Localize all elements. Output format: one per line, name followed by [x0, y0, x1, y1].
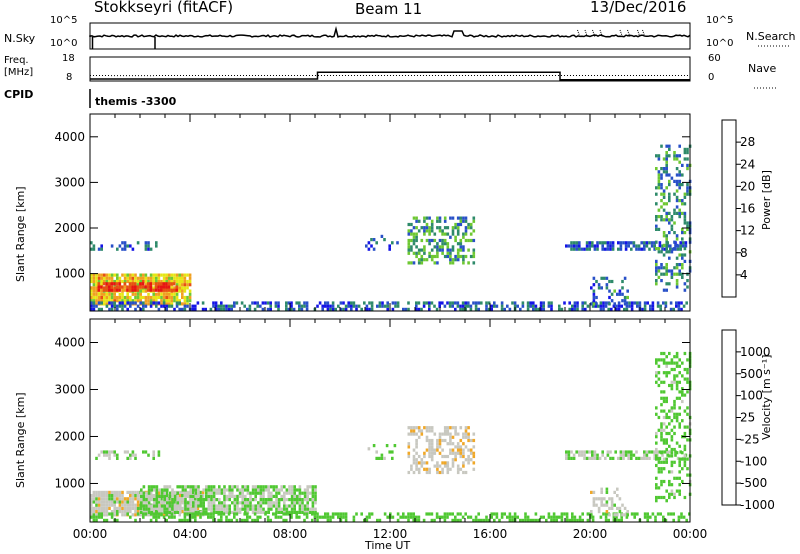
date-title: 13/Dec/2016: [590, 0, 687, 16]
colorbar-tick-label: 1000: [740, 345, 771, 359]
scatter-region: [590, 276, 629, 306]
colorbar-tick-label: 20: [740, 179, 755, 193]
xtick-label: 04:00: [173, 527, 208, 541]
colorbar-frame: [721, 329, 737, 506]
ytick-label: 4000: [54, 130, 85, 144]
xtick-label: 20:00: [573, 527, 608, 541]
colorbar-tick-label: 28: [740, 135, 755, 149]
colorbar-tick-label: -25: [740, 432, 760, 446]
nsearch-label: N.Search: [746, 30, 796, 43]
ytick-label: 3000: [54, 175, 85, 189]
scatter-region: [365, 234, 399, 251]
colorbar: 28 24 20 16 12 8 4: [721, 119, 755, 298]
beam-title: Beam 11: [355, 0, 423, 18]
scatter-region: [90, 241, 158, 251]
scatter-region: [140, 485, 317, 514]
freq-unit-label: [MHz]: [4, 67, 34, 78]
nave-label: Nave: [748, 62, 777, 75]
cpid-value: themis -3300: [95, 95, 177, 108]
scatter-region: [95, 450, 161, 460]
station-title: Stokkseyri (fitACF): [94, 0, 234, 16]
freq-label: Freq.: [4, 55, 29, 66]
colorbar-tick-label: -500: [740, 476, 767, 490]
xtick-label: 16:00: [473, 527, 508, 541]
colorbar: 1000 500 100 25 -25 -100 -500 -1000: [721, 329, 775, 512]
nsky-label: N.Sky: [4, 32, 36, 45]
colorbar-tick-label: 100: [740, 389, 763, 403]
cpid-label: CPID: [4, 88, 34, 101]
xtick-label: 08:00: [273, 527, 308, 541]
scatter-region: [655, 351, 692, 503]
colorbar-tick-label: 12: [740, 224, 755, 238]
ytick-label: 1000: [54, 267, 85, 281]
colorbar-tick-label: 24: [740, 157, 755, 171]
colorbar-tick-label: 8: [740, 246, 748, 260]
xtick-label: 00:00: [673, 527, 708, 541]
nsky-tick-top: 10^5: [50, 15, 78, 26]
freq-tick-bottom: 8: [66, 72, 73, 83]
xtick-label: 00:00: [73, 527, 108, 541]
colorbar-tick-label: -1000: [740, 498, 775, 512]
freq-tick-top: 18: [62, 53, 75, 64]
scatter-region: [367, 444, 397, 460]
nave-tick-top: 60: [708, 53, 721, 64]
nave-tick-bottom: 0: [708, 72, 715, 83]
heatmap-panel-power: 1000 2000 3000 4000 28 24 20 16 12 8 4: [54, 113, 755, 312]
colorbar-tick-label: 4: [740, 268, 748, 282]
ytick-label: 4000: [54, 335, 85, 349]
colorbar-tick-label: -100: [740, 454, 767, 468]
nsearch-tick-bottom: 10^0: [706, 38, 734, 49]
ytick-label: 2000: [54, 429, 85, 443]
colorbar-tick-label: 500: [740, 367, 763, 381]
xaxis-label: Time UT: [365, 539, 411, 552]
scatter-region: [590, 487, 629, 517]
scatter-region: [90, 301, 688, 311]
nave-line: [90, 71, 690, 81]
ytick-label: 2000: [54, 221, 85, 235]
nsky-line: [89, 26, 691, 38]
scatter-region: [407, 426, 476, 475]
scatter-region: [655, 144, 692, 292]
scatter-region: [407, 216, 476, 265]
colorbar-frame: [721, 119, 737, 298]
nsearch-tick-top: 10^5: [706, 15, 734, 26]
scatter-region: [97, 282, 179, 292]
heatmap-panel-velocity: 1000 2000 3000 4000 00:00 04:00 08:00 12:00 16:0…: [54, 318, 775, 541]
colorbar-tick-label: 16: [740, 202, 755, 216]
nsky-tick-bottom: 10^0: [50, 38, 78, 49]
ytick-label: 1000: [54, 476, 85, 490]
ytick-label: 3000: [54, 382, 85, 396]
freq-panel-frame: [89, 56, 691, 82]
scatter-region: [565, 241, 688, 251]
xtick-label: 12:00: [373, 527, 408, 541]
colorbar-tick-label: 25: [740, 411, 755, 425]
